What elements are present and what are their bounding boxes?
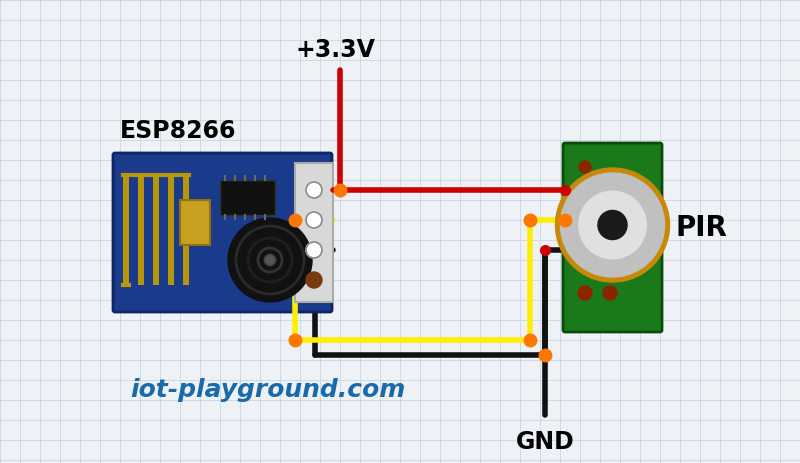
Bar xyxy=(138,175,144,285)
Circle shape xyxy=(555,168,670,282)
Bar xyxy=(153,175,159,285)
Circle shape xyxy=(603,286,617,300)
Bar xyxy=(220,180,275,215)
Circle shape xyxy=(578,286,592,300)
Text: ESP8266: ESP8266 xyxy=(120,119,237,143)
Circle shape xyxy=(306,272,322,288)
Text: iot-playground.com: iot-playground.com xyxy=(130,378,406,402)
Bar xyxy=(123,175,129,285)
FancyBboxPatch shape xyxy=(113,153,332,312)
Text: PIR: PIR xyxy=(675,214,727,242)
Text: +3.3V: +3.3V xyxy=(295,38,375,62)
Circle shape xyxy=(306,212,322,228)
Circle shape xyxy=(306,242,322,258)
Bar xyxy=(180,200,210,245)
Bar xyxy=(168,175,174,285)
Circle shape xyxy=(578,191,646,259)
Text: GND: GND xyxy=(516,430,574,454)
Circle shape xyxy=(598,211,627,239)
Circle shape xyxy=(561,173,665,277)
Circle shape xyxy=(228,218,312,302)
Circle shape xyxy=(579,161,591,173)
FancyBboxPatch shape xyxy=(563,143,662,332)
Bar xyxy=(183,175,189,285)
Bar xyxy=(295,163,333,302)
Circle shape xyxy=(266,256,274,264)
Circle shape xyxy=(306,182,322,198)
